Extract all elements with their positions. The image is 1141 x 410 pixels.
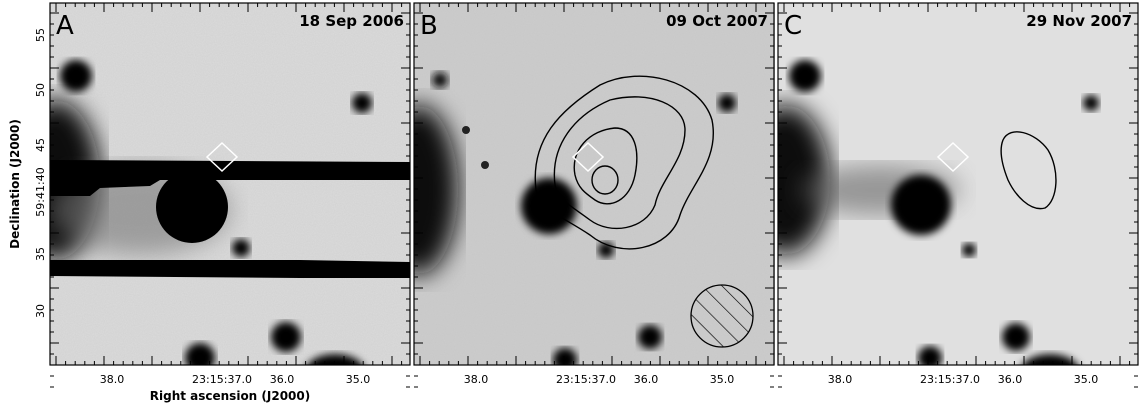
x-tick-label: 35.0 xyxy=(1074,373,1099,386)
y-tick-label: 45 xyxy=(34,138,47,152)
panel-date: 18 Sep 2006 xyxy=(299,12,404,30)
x-tick-label: 36.0 xyxy=(270,373,295,386)
y-tick-label: 55 xyxy=(34,28,47,42)
image-a xyxy=(50,3,410,365)
panel-date: 29 Nov 2007 xyxy=(1026,12,1132,30)
y-tick-label: 59:41:40 xyxy=(34,167,47,216)
panel-letter: B xyxy=(420,11,438,41)
x-tick-label: 36.0 xyxy=(998,373,1023,386)
x-axis-label: Right ascension (J2000) xyxy=(150,389,311,403)
x-tick-label: 35.0 xyxy=(346,373,371,386)
x-tick-label: 38.0 xyxy=(828,373,853,386)
panel-frame xyxy=(777,2,1139,366)
image-b xyxy=(414,3,775,365)
x-tick-label: 35.0 xyxy=(710,373,735,386)
y-tick-label: 50 xyxy=(34,83,47,97)
panel-letter: C xyxy=(784,11,802,41)
image-c xyxy=(778,3,1138,365)
panel-frame xyxy=(413,2,775,366)
panel-letter: A xyxy=(56,11,74,41)
x-tick-label: 23:15:37.0 xyxy=(556,373,616,386)
y-tick-label: 30 xyxy=(34,304,47,318)
x-tick-label: 23:15:37.0 xyxy=(192,373,252,386)
x-tick-label: 38.0 xyxy=(464,373,489,386)
y-axis-label: Declination (J2000) xyxy=(8,119,22,249)
panel-date: 09 Oct 2007 xyxy=(666,12,768,30)
panel-frame xyxy=(49,2,411,366)
x-tick-label: 23:15:37.0 xyxy=(920,373,980,386)
y-tick-label: 35 xyxy=(34,247,47,261)
x-tick-label: 36.0 xyxy=(634,373,659,386)
x-tick-label: 38.0 xyxy=(100,373,125,386)
